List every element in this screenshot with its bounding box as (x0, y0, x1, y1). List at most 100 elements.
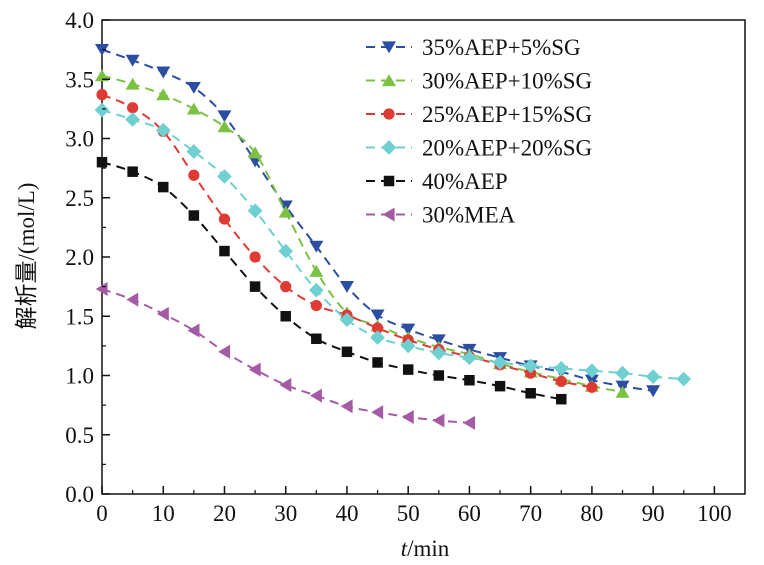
x-tick-label: 0 (96, 501, 108, 526)
data-point (127, 166, 138, 177)
data-point (339, 312, 355, 328)
legend-label: 30%AEP+10%SG (422, 69, 592, 94)
data-point (311, 333, 322, 345)
y-tick-label: 3.5 (65, 67, 94, 92)
data-point (586, 381, 598, 393)
x-tick-label: 80 (580, 501, 603, 526)
data-point (188, 169, 200, 181)
x-tick-label: 90 (642, 501, 665, 526)
x-tick-label: 30 (274, 501, 297, 526)
data-point (248, 146, 263, 159)
series-line (101, 288, 470, 424)
data-point (370, 330, 385, 345)
legend-marker (382, 74, 396, 87)
data-point (310, 388, 322, 403)
data-point (372, 357, 383, 368)
y-tick-label: 3.0 (65, 127, 94, 152)
series-4 (96, 156, 567, 405)
data-point (556, 393, 567, 405)
x-tick-label: 70 (519, 501, 542, 526)
x-axis-title-unit: /min (407, 536, 450, 561)
y-tick-label: 0.5 (65, 423, 94, 448)
data-point (431, 334, 446, 347)
data-point (218, 213, 231, 225)
data-point (157, 181, 169, 193)
x-tick-label: 100 (697, 501, 732, 526)
legend-entry: 30%AEP+10%SG (366, 69, 592, 94)
legend-marker (383, 108, 395, 120)
data-point (525, 388, 536, 399)
data-point (186, 144, 202, 159)
x-tick-label: 50 (397, 501, 420, 526)
data-point (400, 338, 416, 354)
data-point (218, 344, 231, 359)
data-point (95, 69, 109, 82)
data-point (371, 405, 384, 420)
data-point (219, 245, 230, 257)
x-tick-label: 60 (458, 501, 481, 526)
data-point (402, 364, 414, 375)
x-tick-label: 20 (213, 501, 236, 526)
data-point (249, 251, 261, 263)
data-point (646, 385, 661, 398)
data-point (127, 102, 139, 114)
data-point (341, 346, 353, 358)
data-point (156, 306, 169, 321)
data-point (217, 169, 232, 184)
series-line (101, 161, 562, 401)
legend-entry: 40%AEP (366, 169, 508, 194)
y-tick-label: 4.0 (65, 8, 94, 33)
data-point (340, 399, 353, 414)
legend-label: 35%AEP+5%SG (422, 35, 581, 60)
data-point (248, 362, 261, 377)
data-point (156, 88, 171, 101)
data-point (249, 281, 261, 292)
data-point (217, 110, 232, 123)
legend-marker (381, 140, 397, 155)
data-point (188, 210, 200, 221)
legend-label: 40%AEP (422, 169, 508, 194)
x-tick-label: 40 (335, 501, 358, 526)
data-point (187, 323, 200, 338)
legend-entry: 25%AEP+15%SG (366, 102, 592, 127)
legend-label: 20%AEP+20%SG (422, 136, 592, 161)
data-point (401, 409, 414, 424)
y-tick-label: 1.0 (65, 364, 94, 389)
data-point (462, 350, 477, 366)
data-point (492, 355, 508, 370)
data-point (339, 281, 354, 293)
legend-marker (382, 207, 395, 222)
data-point (370, 309, 385, 322)
data-point (96, 89, 108, 101)
data-point (615, 385, 630, 398)
data-point (186, 81, 201, 94)
x-axis-title-variable: t (401, 536, 408, 561)
data-point (125, 112, 140, 127)
data-point (584, 363, 600, 379)
data-point (371, 322, 384, 334)
data-point (676, 371, 692, 387)
data-point (155, 122, 171, 138)
data-point (494, 380, 506, 392)
data-point (309, 264, 324, 277)
data-point (125, 54, 140, 67)
legend-entry: 20%AEP+20%SG (366, 136, 592, 161)
data-point (278, 205, 293, 218)
data-point (401, 323, 416, 336)
data-point (432, 413, 445, 428)
x-tick-label: 10 (152, 501, 175, 526)
legend-label: 30%MEA (422, 203, 516, 228)
data-point (280, 311, 291, 322)
data-point (125, 77, 140, 90)
data-point (279, 377, 292, 392)
data-point (463, 415, 476, 430)
data-point (96, 156, 108, 168)
legend-entry: 35%AEP+5%SG (366, 35, 581, 60)
data-point (555, 375, 567, 388)
data-point (645, 369, 661, 385)
y-tick-label: 0.0 (65, 482, 94, 507)
data-point (309, 240, 324, 253)
data-point (280, 281, 292, 293)
data-point (247, 203, 263, 219)
